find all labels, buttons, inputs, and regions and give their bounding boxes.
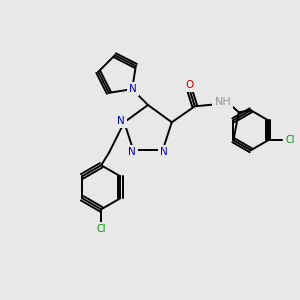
Text: N: N: [160, 147, 168, 157]
Text: Cl: Cl: [285, 135, 295, 145]
Text: N: N: [117, 116, 125, 126]
Text: Cl: Cl: [97, 224, 106, 234]
Text: O: O: [186, 80, 194, 90]
Text: N: N: [128, 147, 136, 157]
Text: NH: NH: [214, 97, 231, 107]
Text: N: N: [129, 84, 137, 94]
